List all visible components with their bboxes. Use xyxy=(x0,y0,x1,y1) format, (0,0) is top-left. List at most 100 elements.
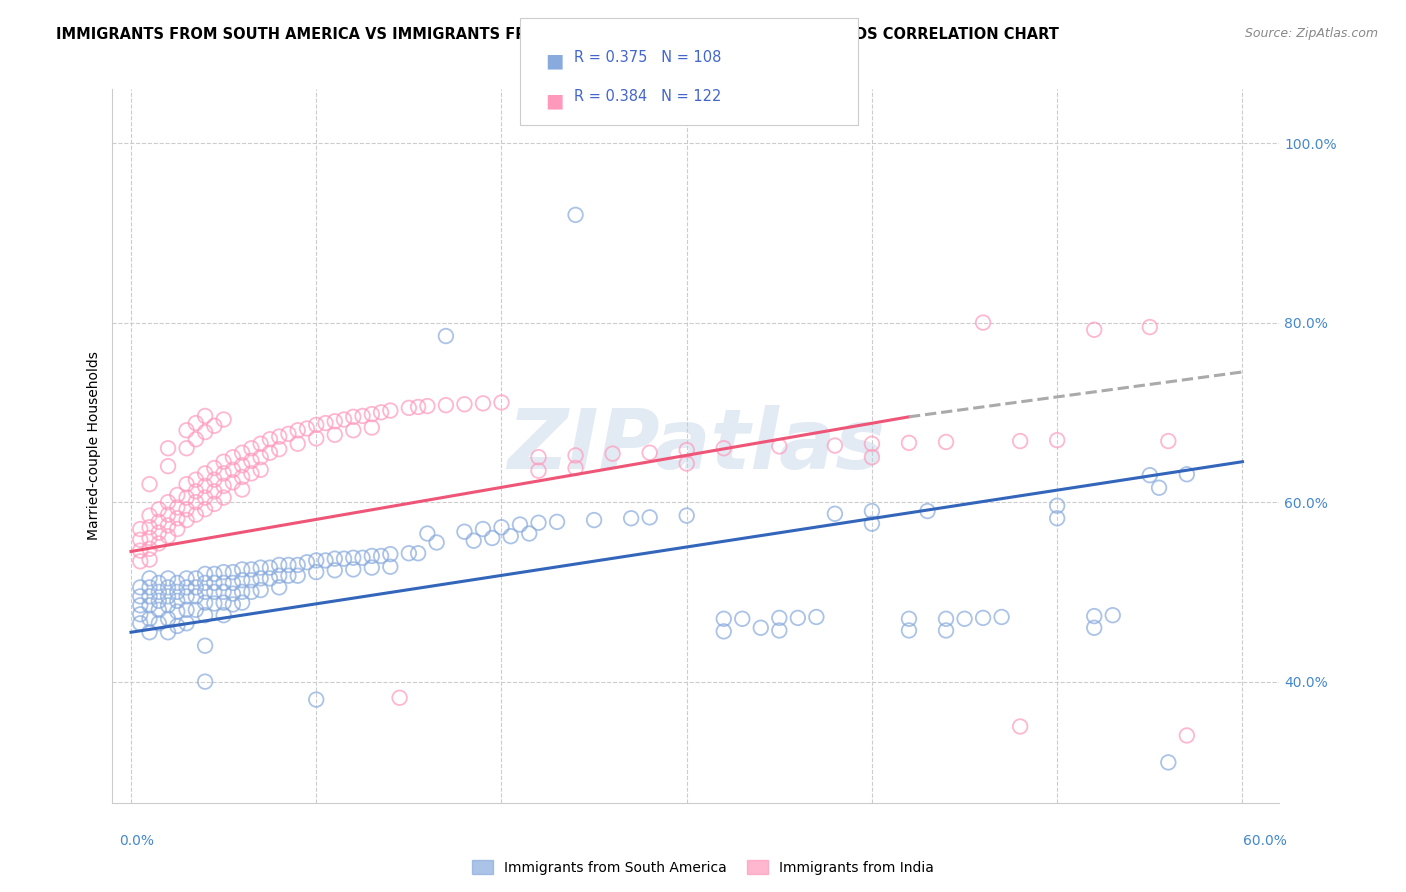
Point xyxy=(398,546,420,560)
Point xyxy=(713,612,735,626)
Point xyxy=(860,516,883,531)
Point xyxy=(1046,511,1069,525)
Text: Source: ZipAtlas.com: Source: ZipAtlas.com xyxy=(1244,27,1378,40)
Point xyxy=(176,616,198,631)
Text: R = 0.384   N = 122: R = 0.384 N = 122 xyxy=(574,89,721,104)
Point xyxy=(380,547,402,561)
Point xyxy=(1010,719,1032,733)
Point xyxy=(471,396,494,410)
Point xyxy=(157,612,180,626)
Point xyxy=(453,524,475,539)
Point xyxy=(491,395,513,409)
Point xyxy=(176,603,198,617)
Point xyxy=(380,559,402,574)
Point xyxy=(972,316,994,330)
Point xyxy=(184,495,207,509)
Point xyxy=(148,575,170,590)
Point xyxy=(259,560,281,574)
Point xyxy=(240,454,263,468)
Point xyxy=(305,431,328,445)
Point xyxy=(231,596,253,610)
Point xyxy=(370,549,392,563)
Point xyxy=(202,575,225,590)
Point xyxy=(434,398,457,412)
Point xyxy=(620,511,643,525)
Point xyxy=(138,625,160,640)
Point xyxy=(1157,756,1180,770)
Point xyxy=(269,442,291,457)
Point xyxy=(972,611,994,625)
Point xyxy=(471,522,494,536)
Point xyxy=(1083,621,1105,635)
Point xyxy=(212,412,235,426)
Point xyxy=(416,399,439,413)
Point xyxy=(184,603,207,617)
Point xyxy=(269,558,291,572)
Point xyxy=(138,571,160,585)
Point xyxy=(1175,467,1198,482)
Point xyxy=(157,599,180,613)
Point xyxy=(249,450,271,465)
Point xyxy=(509,517,531,532)
Point xyxy=(166,585,188,599)
Point xyxy=(184,571,207,585)
Point xyxy=(295,421,318,435)
Point xyxy=(184,580,207,594)
Point xyxy=(388,690,411,705)
Point xyxy=(231,458,253,473)
Point xyxy=(305,692,328,706)
Point xyxy=(564,449,586,463)
Point xyxy=(481,531,503,545)
Point xyxy=(184,508,207,522)
Point xyxy=(202,461,225,475)
Point xyxy=(194,608,217,623)
Point xyxy=(184,590,207,604)
Point xyxy=(166,619,188,633)
Point xyxy=(157,518,180,533)
Point xyxy=(166,488,188,502)
Point xyxy=(860,450,883,465)
Point xyxy=(129,599,152,613)
Point xyxy=(176,590,198,604)
Point xyxy=(935,624,957,638)
Point xyxy=(527,464,550,478)
Point xyxy=(212,575,235,590)
Point xyxy=(176,571,198,585)
Point xyxy=(176,491,198,505)
Point xyxy=(176,423,198,437)
Text: 60.0%: 60.0% xyxy=(1243,834,1286,848)
Point xyxy=(898,612,921,626)
Point xyxy=(222,598,245,612)
Point xyxy=(342,550,364,565)
Point xyxy=(259,446,281,460)
Point xyxy=(212,596,235,610)
Point xyxy=(166,575,188,590)
Point xyxy=(953,612,976,626)
Point xyxy=(416,526,439,541)
Point xyxy=(222,463,245,477)
Point xyxy=(176,580,198,594)
Point xyxy=(1139,320,1161,334)
Point xyxy=(157,580,180,594)
Point xyxy=(212,608,235,623)
Point xyxy=(202,597,225,611)
Point xyxy=(898,624,921,638)
Point xyxy=(138,541,160,556)
Point xyxy=(1157,434,1180,448)
Point xyxy=(426,535,449,549)
Point xyxy=(269,568,291,582)
Point xyxy=(786,611,808,625)
Point xyxy=(315,553,337,567)
Point xyxy=(731,612,754,626)
Point xyxy=(370,405,392,419)
Point xyxy=(305,565,328,579)
Point xyxy=(166,522,188,536)
Point xyxy=(194,467,217,481)
Point xyxy=(824,507,846,521)
Point xyxy=(713,442,735,456)
Point xyxy=(398,401,420,415)
Point xyxy=(240,573,263,587)
Point xyxy=(277,558,299,572)
Y-axis label: Married-couple Households: Married-couple Households xyxy=(87,351,101,541)
Point xyxy=(212,491,235,505)
